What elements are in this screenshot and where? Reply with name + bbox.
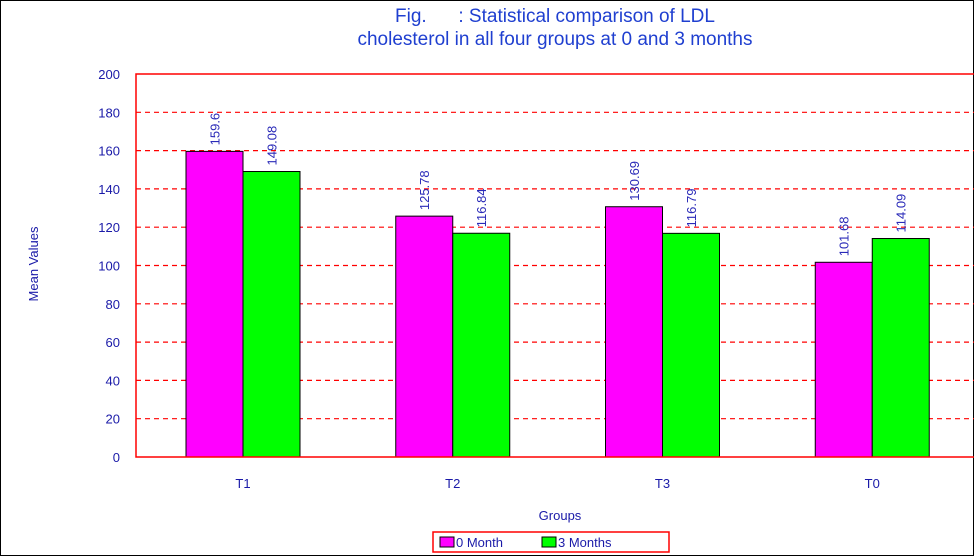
y-tick-label: 0 [113,450,120,465]
bar-T3-0-month [605,206,663,458]
y-tick-label: 160 [98,144,120,159]
bar-T0-3-months [871,238,930,458]
plot-area-border [135,73,974,458]
y-tick-label: 200 [98,67,120,82]
bar-series [185,150,930,458]
bar-T2-0-month [395,215,454,458]
bar-data-label: 116.79 [684,189,699,228]
y-tick-label: 60 [106,335,120,350]
y-tick-label: 140 [98,182,120,197]
y-axis-label: Mean Values [26,226,41,301]
x-tick-label: T3 [655,476,670,491]
chart-title-line-1: Fig. : Statistical comparison of LDL [395,6,715,27]
bar-T0-0-month [814,261,873,458]
y-tick-label: 20 [106,412,120,427]
y-tick-label: 40 [106,373,120,388]
y-tick-label: 80 [106,297,120,312]
legend-label: 0 Month [456,535,503,550]
bar-data-label: 116.84 [474,188,489,227]
y-axis-ticks: 0 20 40 60 80 100 120 140 160 180 200 [98,67,120,465]
bar-data-label: 114.09 [894,194,909,233]
bar-data-label: 125.78 [417,170,432,210]
chart-title-line-2: cholesterol in all four groups at 0 and … [357,29,752,50]
bar-data-label: 149.08 [265,126,280,166]
x-axis-ticks: T1 T2 T3 T0 [235,476,879,491]
bar-T2-3-months [452,232,511,458]
bar-data-label: 101.68 [837,217,852,257]
y-tick-label: 100 [98,259,120,274]
legend-swatch [439,536,455,548]
chart-title: Fig. : Statistical comparison of LDL cho… [357,6,752,50]
bar-T1-0-month [185,150,244,458]
bar-data-labels: 159.6 149.08 125.78 116.84 130.69 116.79 101.6… [208,113,909,256]
legend: 0 Month 3 Months [432,531,670,553]
legend-swatch [541,536,557,548]
legend-label: 3 Months [558,535,612,550]
bar-T3-3-months [662,232,720,458]
x-tick-label: T1 [235,476,250,491]
x-tick-label: T2 [445,476,460,491]
y-tick-label: 180 [98,105,120,120]
bar-T1-3-months [242,171,301,458]
x-tick-label: T0 [865,476,880,491]
bar-data-label: 130.69 [627,161,642,201]
bar-data-label: 159.6 [208,113,223,146]
y-tick-label: 120 [98,220,120,235]
x-axis-label: Groups [539,508,582,523]
